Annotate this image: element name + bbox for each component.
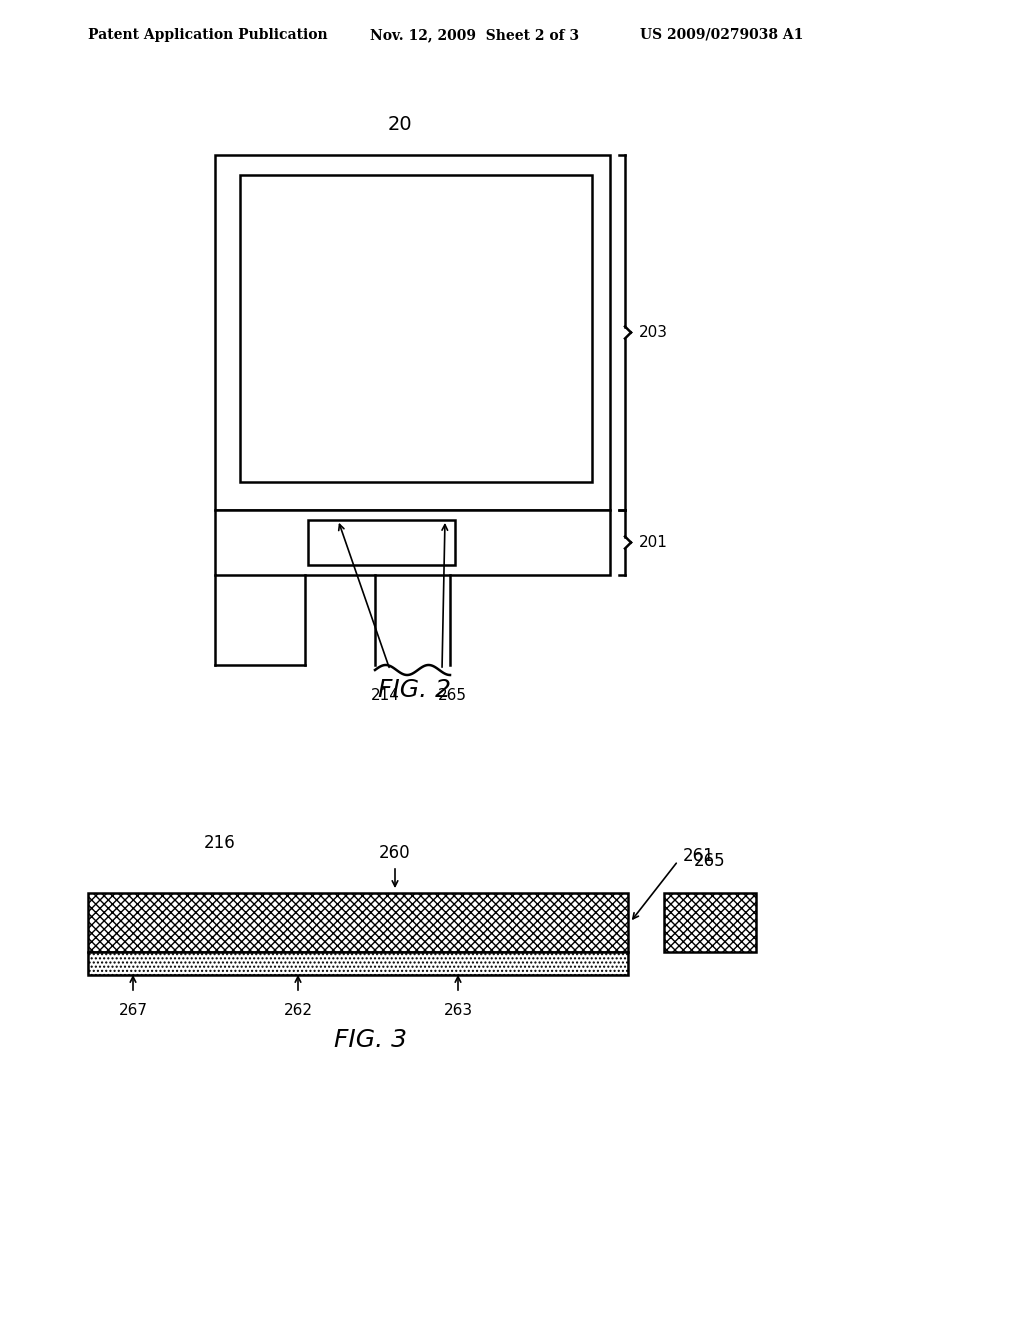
Bar [88, 894, 628, 952]
Text: FIG. 2: FIG. 2 [379, 678, 452, 702]
Text: 267: 267 [119, 1003, 147, 1018]
Text: FIG. 3: FIG. 3 [334, 1028, 407, 1052]
Bar [664, 894, 756, 952]
Text: 214: 214 [371, 688, 399, 704]
Text: US 2009/0279038 A1: US 2009/0279038 A1 [640, 28, 804, 42]
Text: 263: 263 [443, 1003, 472, 1018]
Bar [215, 154, 610, 510]
Text: 265: 265 [437, 688, 467, 704]
Text: 262: 262 [284, 1003, 312, 1018]
Bar [308, 520, 455, 565]
Bar [88, 894, 628, 952]
Bar [240, 176, 592, 482]
Bar [664, 894, 756, 952]
Text: 20: 20 [388, 116, 413, 135]
Text: 216: 216 [204, 834, 236, 851]
Text: Patent Application Publication: Patent Application Publication [88, 28, 328, 42]
Text: Nov. 12, 2009  Sheet 2 of 3: Nov. 12, 2009 Sheet 2 of 3 [370, 28, 580, 42]
Text: 261: 261 [683, 847, 715, 865]
Text: 265: 265 [694, 851, 726, 870]
Bar [215, 510, 610, 576]
Bar [88, 952, 628, 975]
Text: 201: 201 [639, 535, 668, 550]
Text: 203: 203 [639, 325, 668, 341]
Text: 260: 260 [379, 843, 411, 862]
Bar [88, 952, 628, 975]
